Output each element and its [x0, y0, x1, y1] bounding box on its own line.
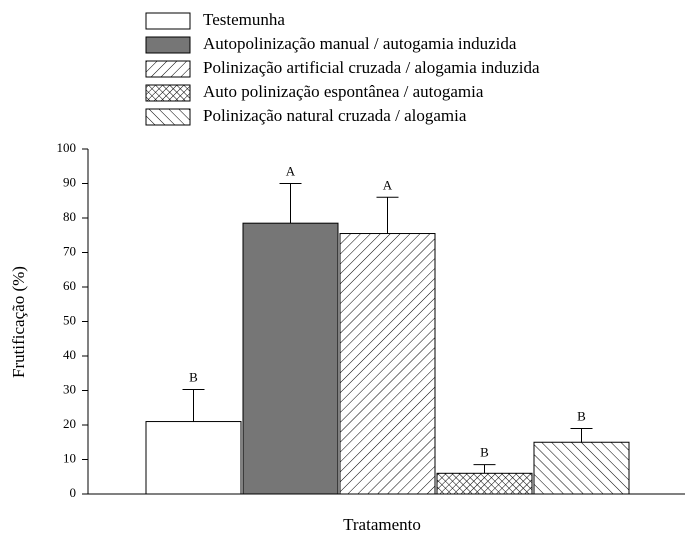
y-tick-label: 0: [70, 485, 77, 500]
y-tick-label: 60: [63, 278, 76, 293]
significance-letter: B: [577, 408, 586, 423]
legend-label: Auto polinização espontânea / autogamia: [203, 82, 484, 101]
y-tick-label: 70: [63, 243, 76, 258]
legend-label: Polinização natural cruzada / alogamia: [203, 106, 467, 125]
y-axis-label: Frutificação (%): [9, 266, 28, 378]
y-tick-label: 40: [63, 347, 76, 362]
y-tick-label: 100: [57, 140, 77, 155]
y-tick-label: 20: [63, 416, 76, 431]
y-tick-label: 50: [63, 312, 76, 327]
legend-swatch: [145, 36, 191, 54]
significance-letter: B: [480, 445, 489, 460]
legend-swatch: [145, 108, 191, 126]
legend-swatch: [145, 84, 191, 102]
significance-letter: A: [383, 177, 393, 192]
x-axis-label: Tratamento: [343, 515, 421, 534]
y-tick-label: 10: [63, 450, 76, 465]
y-tick-label: 80: [63, 209, 76, 224]
bar: [436, 472, 533, 495]
y-tick-label: 30: [63, 381, 76, 396]
y-tick-label: 90: [63, 174, 76, 189]
legend-label: Polinização artificial cruzada / alogami…: [203, 58, 540, 77]
bar: [145, 421, 242, 495]
significance-letter: A: [286, 163, 296, 178]
significance-letter: B: [189, 369, 198, 384]
legend-label: Autopolinização manual / autogamia induz…: [203, 34, 517, 53]
legend-swatch: [145, 60, 191, 78]
bar: [533, 441, 630, 495]
bar: [339, 233, 436, 495]
legend-swatch: [145, 12, 191, 30]
legend-label: Testemunha: [203, 10, 285, 29]
bar: [242, 222, 339, 495]
